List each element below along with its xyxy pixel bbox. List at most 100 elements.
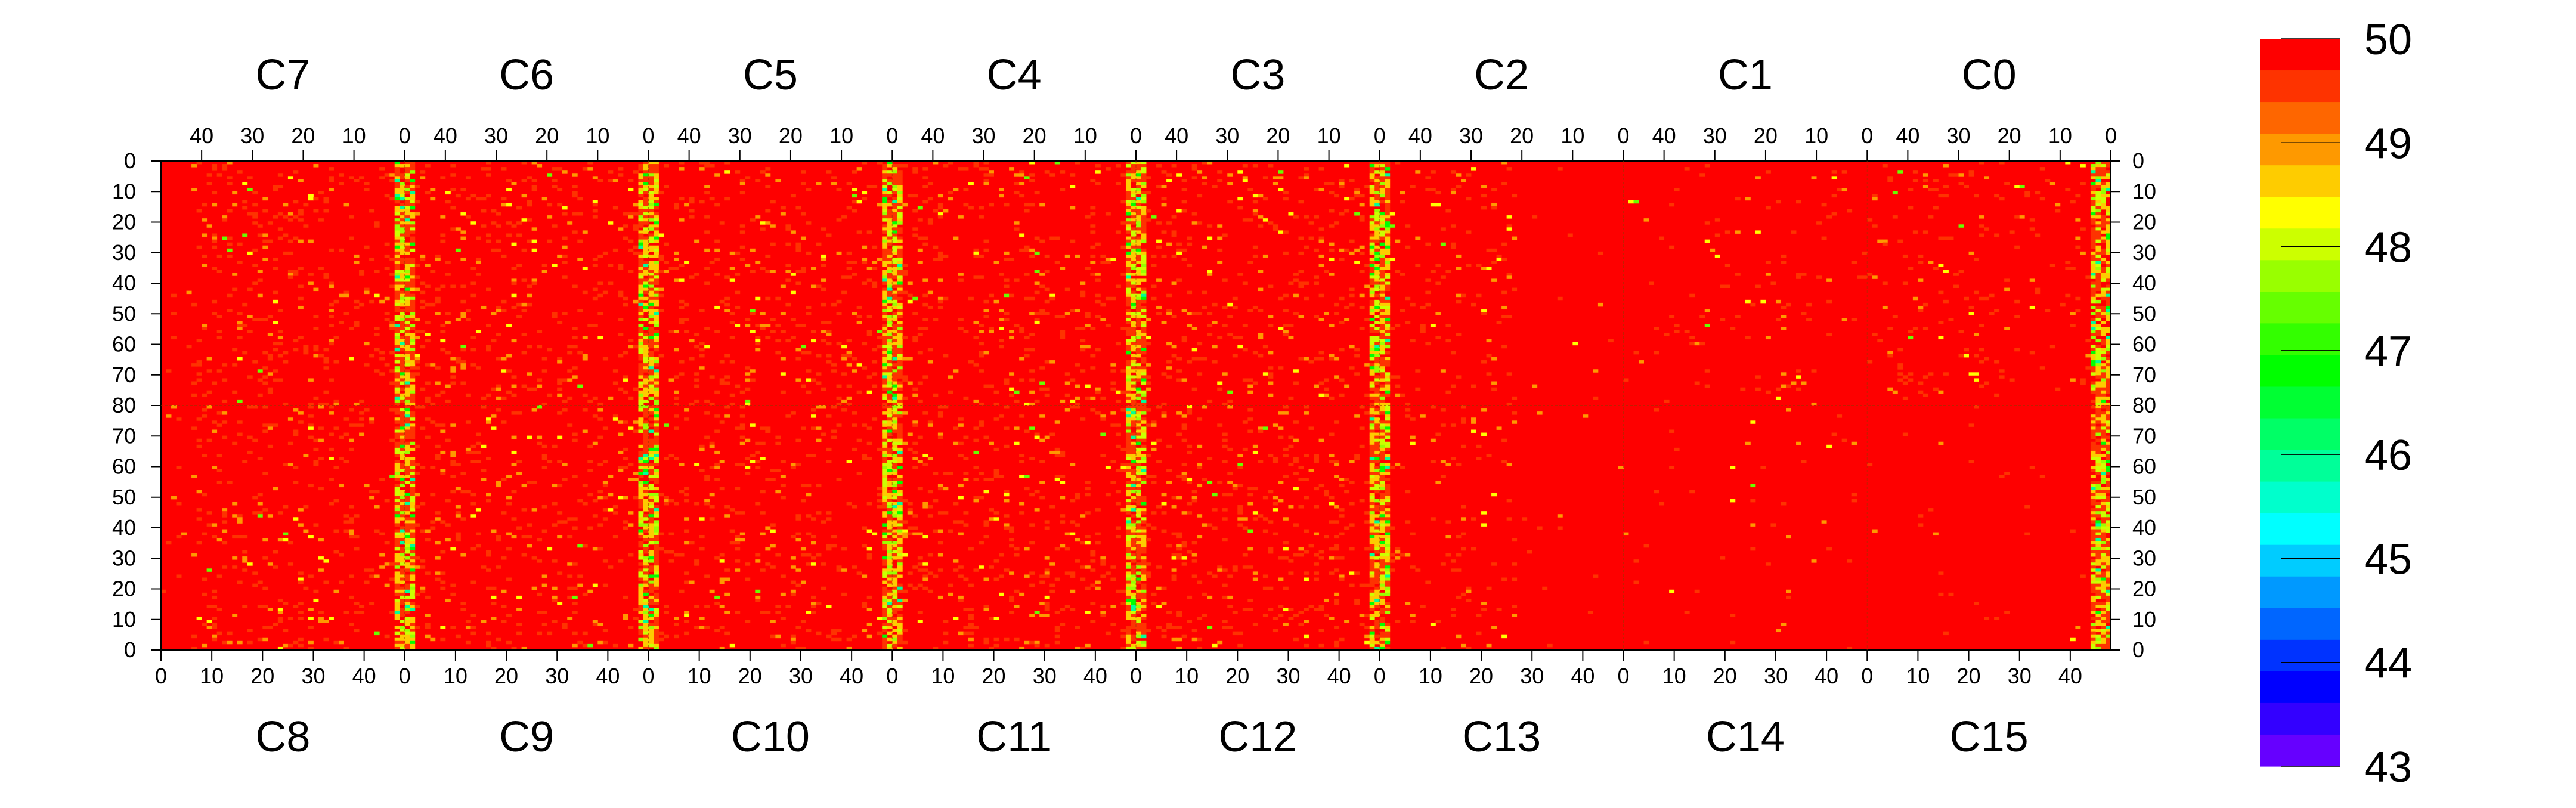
heatmap-cell [404,450,410,454]
heatmap-cell [790,230,796,234]
heatmap-cell [389,577,395,581]
heatmap-cell [171,496,177,500]
heatmap-cell [638,275,644,279]
heatmap-cell [902,535,908,539]
heatmap-cell [572,173,578,177]
heatmap-cell [887,532,893,536]
heatmap-cell [866,426,872,430]
heatmap-cell [699,200,705,204]
heatmap-cell [293,466,299,469]
heatmap-cell [643,523,649,527]
heatmap-cell [1136,372,1141,376]
heatmap-cell [836,218,842,222]
heatmap-cell [654,396,659,400]
heatmap-cell [862,453,868,457]
heatmap-cell [917,248,923,252]
heatmap-cell [897,164,903,168]
heatmap-cell [648,598,654,602]
heatmap-cell [1049,432,1055,436]
heatmap-cell [795,646,801,651]
heatmap-cell [404,523,410,527]
heatmap-cell [557,393,563,397]
heatmap-cell [892,327,898,330]
heatmap-cell [1125,312,1131,315]
heatmap-cell [877,617,883,620]
heatmap-cell [1090,620,1096,623]
heatmap-cell [694,626,700,629]
heatmap-cell [247,251,253,255]
heatmap-cell [602,357,608,361]
heatmap-cell [262,423,268,427]
heatmap-cell [1120,245,1126,249]
heatmap-cell [816,405,822,409]
heatmap-cell [394,182,400,185]
heatmap-cell [1090,224,1096,228]
heatmap-cell [404,475,410,478]
heatmap-cell [521,384,527,388]
heatmap-cell [537,435,543,439]
heatmap-cell [958,595,964,599]
heatmap-cell [658,637,664,642]
heatmap-cell [410,296,416,301]
heatmap-cell [404,336,410,340]
heatmap-cell [993,447,999,451]
heatmap-cell [638,342,644,346]
heatmap-cell [968,608,974,611]
heatmap-cell [410,499,416,503]
heatmap-cell [897,402,903,406]
heatmap-cell [755,466,761,469]
heatmap-cell [394,577,400,581]
heatmap-cell [287,643,293,648]
heatmap-cell [979,354,984,358]
heatmap-cell [404,623,410,626]
heatmap-cell [1095,182,1101,185]
heatmap-cell [202,327,208,330]
heatmap-cell [1004,318,1010,321]
heatmap-cell [917,327,923,330]
heatmap-cell [394,496,400,500]
heatmap-cell [216,538,222,542]
heatmap-cell [648,411,654,415]
heatmap-cell [958,565,964,569]
heatmap-cell [404,562,410,566]
heatmap-cell [654,185,659,188]
heatmap-cell [897,484,903,488]
heatmap-cell [1125,544,1131,548]
heatmap-cell [354,629,360,633]
heatmap-cell [684,580,690,584]
heatmap-cell [404,242,410,246]
heatmap-cell [404,405,410,409]
heatmap-cell [410,327,416,330]
heatmap-cell [460,236,466,240]
heatmap-cell [1136,481,1141,484]
heatmap-cell [1004,381,1010,385]
heatmap-cell [410,293,416,298]
heatmap-cell [400,629,405,633]
heatmap-cell [1136,342,1141,346]
heatmap-cell [450,463,456,466]
heatmap-cell [608,493,614,497]
heatmap-cell [724,611,730,614]
heatmap-cell [379,167,385,171]
heatmap-cell [735,290,741,295]
heatmap-cell [638,261,644,264]
heatmap-cell [897,372,903,376]
heatmap-cell [897,218,903,222]
heatmap-cell [826,321,832,324]
heatmap-cell [1141,299,1147,304]
heatmap-cell [440,472,446,475]
heatmap-cell [196,360,202,364]
heatmap-cell [714,463,720,466]
heatmap-cell [404,472,410,475]
heatmap-cell [643,487,649,491]
heatmap-cell [739,435,745,439]
heatmap-cell [567,574,573,578]
heatmap-cell [1125,236,1131,240]
heatmap-cell [273,290,278,295]
heatmap-cell [1125,643,1131,648]
heatmap-cell [902,375,908,379]
heatmap-cell [1136,565,1141,569]
heatmap-cell [435,287,441,292]
heatmap-cell [521,508,527,512]
heatmap-cell [638,592,644,596]
